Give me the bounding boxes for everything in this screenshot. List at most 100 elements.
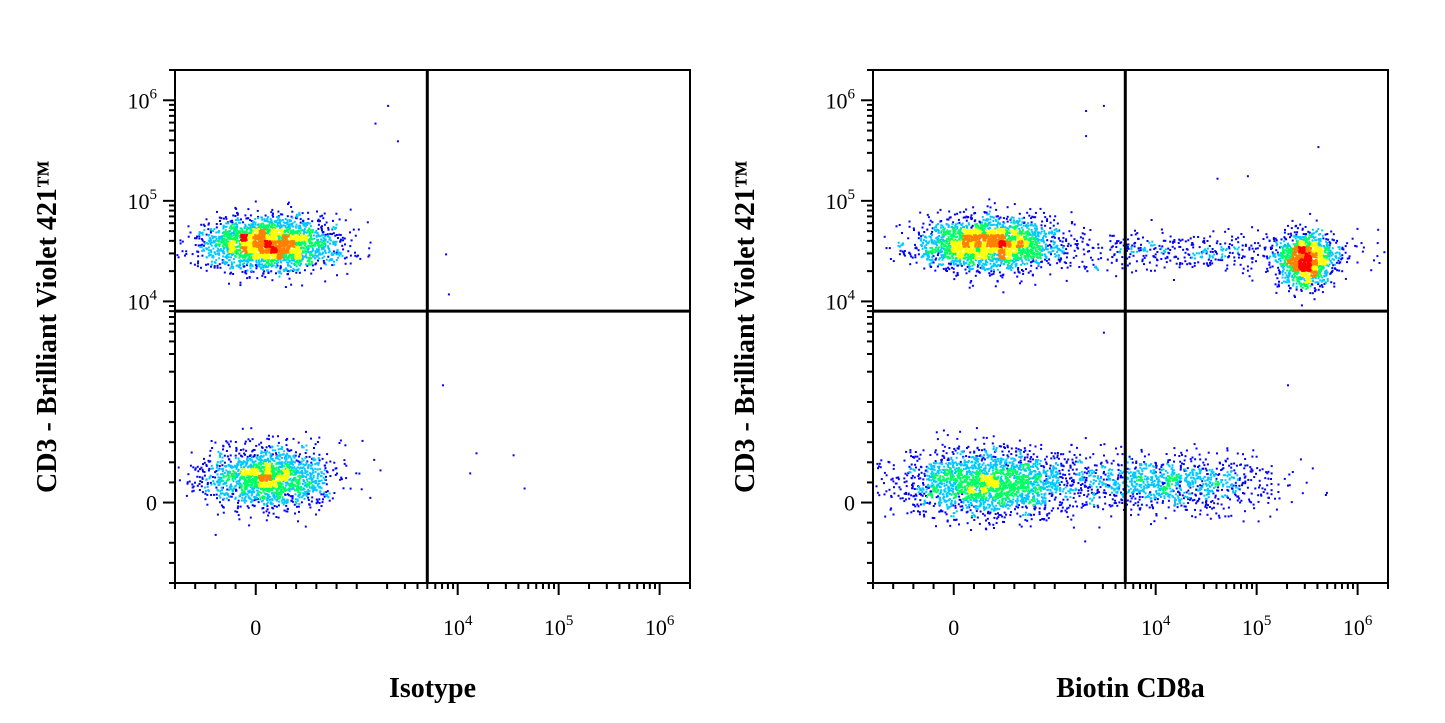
- event-dot: [287, 201, 290, 204]
- event-dot: [282, 254, 285, 257]
- event-dot: [212, 235, 215, 238]
- event-dot: [194, 237, 196, 240]
- event-dot: [315, 498, 318, 501]
- event-dot: [211, 237, 214, 239]
- event-dot: [1063, 458, 1066, 461]
- event-dot: [321, 244, 324, 247]
- event-dot: [247, 242, 250, 245]
- event-dot: [245, 238, 248, 241]
- event-dot: [311, 238, 314, 241]
- event-dot: [250, 220, 253, 222]
- event-dot: [320, 505, 323, 507]
- event-dot: [259, 248, 262, 251]
- event-dot: [1344, 245, 1347, 248]
- event-dot: [359, 257, 362, 260]
- event-dot: [246, 269, 249, 272]
- event-dot: [304, 472, 307, 475]
- event-dot: [280, 228, 283, 231]
- event-dot: [267, 497, 270, 500]
- event-dot: [264, 481, 267, 484]
- event-dot: [256, 209, 259, 212]
- event-dot: [1226, 457, 1229, 460]
- event-dot: [260, 463, 262, 466]
- event-dot: [265, 452, 267, 455]
- event-dot: [286, 437, 289, 440]
- event-dot: [339, 252, 342, 255]
- event-dot: [330, 253, 333, 256]
- event-dot: [246, 459, 249, 462]
- event-dot: [210, 229, 213, 231]
- event-dot: [201, 233, 204, 236]
- event-dot: [250, 223, 253, 226]
- event-dot: [222, 255, 225, 258]
- event-dot: [267, 488, 270, 491]
- event-dot: [282, 476, 285, 479]
- event-dot: [268, 499, 271, 502]
- event-dot: [273, 460, 276, 462]
- event-dot: [972, 206, 975, 209]
- event-dot: [305, 449, 308, 452]
- event-dot: [219, 452, 222, 455]
- event-dot: [255, 243, 258, 246]
- event-dot: [332, 219, 334, 222]
- event-dot: [876, 491, 879, 494]
- event-dot: [200, 485, 203, 488]
- event-dot: [287, 487, 290, 490]
- event-dot: [191, 483, 194, 486]
- event-dot: [239, 232, 242, 235]
- event-dot: [190, 451, 193, 454]
- event-dot: [224, 229, 227, 232]
- y-axis-title: CD3 - Brilliant Violet 421™: [32, 160, 63, 493]
- event-dot: [1063, 252, 1065, 255]
- event-dot: [1290, 501, 1293, 504]
- event-dot: [216, 481, 219, 484]
- event-dot: [1143, 461, 1146, 463]
- event-dot: [349, 245, 352, 248]
- event-dot: [247, 245, 250, 247]
- event-dot: [285, 482, 288, 485]
- event-dot: [274, 242, 277, 245]
- event-dot: [241, 427, 244, 430]
- event-dot: [206, 493, 209, 496]
- event-dot: [245, 485, 248, 487]
- event-dot: [219, 496, 222, 499]
- event-dot: [253, 245, 256, 247]
- event-dot: [875, 485, 878, 488]
- x-tick-label-base: 10: [645, 615, 667, 640]
- events-layer: [176, 104, 526, 536]
- event-dot: [205, 233, 208, 236]
- event-dot: [285, 444, 288, 447]
- event-dot: [245, 259, 247, 262]
- event-dot: [314, 250, 317, 253]
- event-dot: [293, 466, 296, 469]
- event-dot: [291, 216, 294, 219]
- event-dot: [287, 475, 290, 478]
- event-dot: [269, 475, 272, 478]
- event-dot: [300, 501, 303, 504]
- event-dot: [304, 243, 307, 246]
- event-dot: [230, 466, 233, 469]
- event-dot: [1275, 291, 1278, 294]
- event-dot: [1270, 489, 1273, 492]
- event-dot: [254, 474, 257, 476]
- event-dot: [971, 284, 974, 287]
- event-dot: [281, 224, 284, 227]
- event-dot: [1287, 384, 1289, 387]
- event-dot: [299, 254, 302, 257]
- event-dot: [210, 260, 213, 263]
- event-dot: [282, 259, 285, 262]
- event-dot: [1163, 266, 1166, 269]
- event-dot: [299, 256, 302, 259]
- event-dot: [240, 239, 243, 241]
- event-dot: [262, 255, 265, 258]
- event-dot: [247, 483, 250, 486]
- event-dot: [268, 463, 271, 466]
- event-dot: [289, 235, 292, 238]
- event-dot: [1109, 493, 1112, 496]
- event-dot: [306, 239, 308, 242]
- event-dot: [229, 484, 232, 487]
- event-dot: [296, 260, 299, 263]
- event-dot: [1079, 236, 1082, 239]
- event-dot: [275, 235, 278, 238]
- event-dot: [272, 231, 275, 234]
